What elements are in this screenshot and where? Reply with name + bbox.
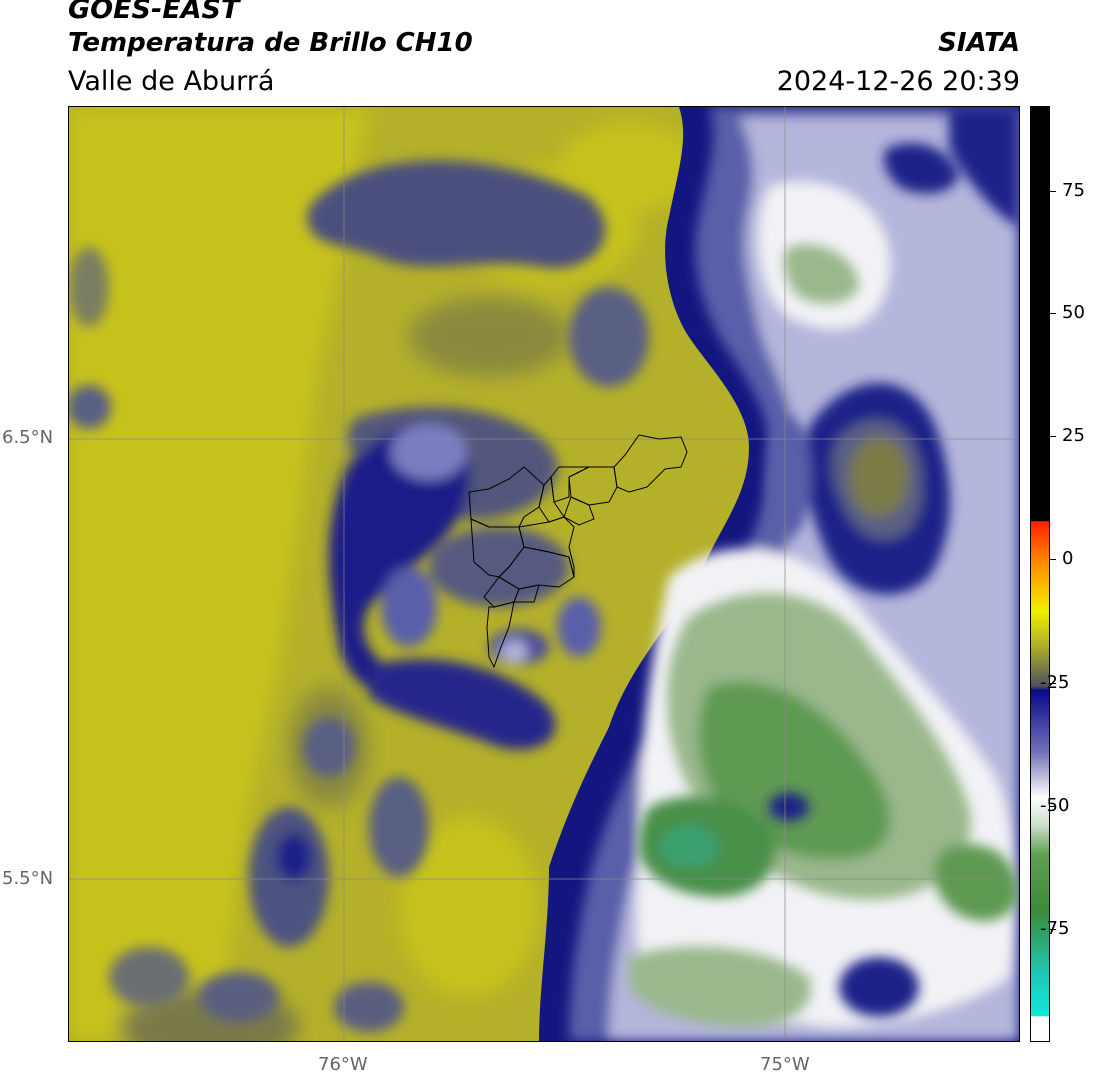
organization-label: SIATA [938,28,1020,58]
colorbar-label-75: 75 [1062,180,1085,201]
eastern-cold-region [539,107,1019,1041]
colorbar-tick-mark [1050,929,1056,930]
colorbar-label-25: 25 [1062,425,1085,446]
cold-cloud-cells [69,160,649,1032]
colorbar-label-0: 0 [1062,548,1074,569]
colorbar-label-minus-75: -75 [1040,918,1070,939]
colorbar-tick-mark [1050,313,1056,314]
colorbar [1030,106,1050,1042]
colorbar-tick-mark [1050,191,1056,192]
colorbar-gradient [1031,107,1049,1041]
colorbar-label-50: 50 [1062,302,1085,323]
region-subtitle: Valle de Aburrá [68,66,275,97]
colorbar-tick-mark [1050,559,1056,560]
municipality-boundaries [468,434,688,669]
lat-tick-5-5: 5.5°N [2,868,54,889]
colorbar-tick-mark [1050,683,1056,684]
colorbar-label-minus-25: -25 [1040,672,1070,693]
lat-tick-6-5: 6.5°N [2,427,54,448]
datetime-label: 2024-12-26 20:39 [776,66,1020,97]
colorbar-label-minus-50: -50 [1040,795,1070,816]
gridlines [69,107,1019,1041]
satellite-title: GOES-EAST [68,0,240,25]
product-title: Temperatura de Brillo CH10 [68,28,473,58]
colorbar-tick-mark [1050,806,1056,807]
brightness-temperature-map [68,106,1020,1042]
map-canvas [69,107,1019,1041]
lon-tick-76w: 76°W [318,1054,368,1075]
colorbar-tick-mark [1050,436,1056,437]
lon-tick-75w: 75°W [760,1054,810,1075]
